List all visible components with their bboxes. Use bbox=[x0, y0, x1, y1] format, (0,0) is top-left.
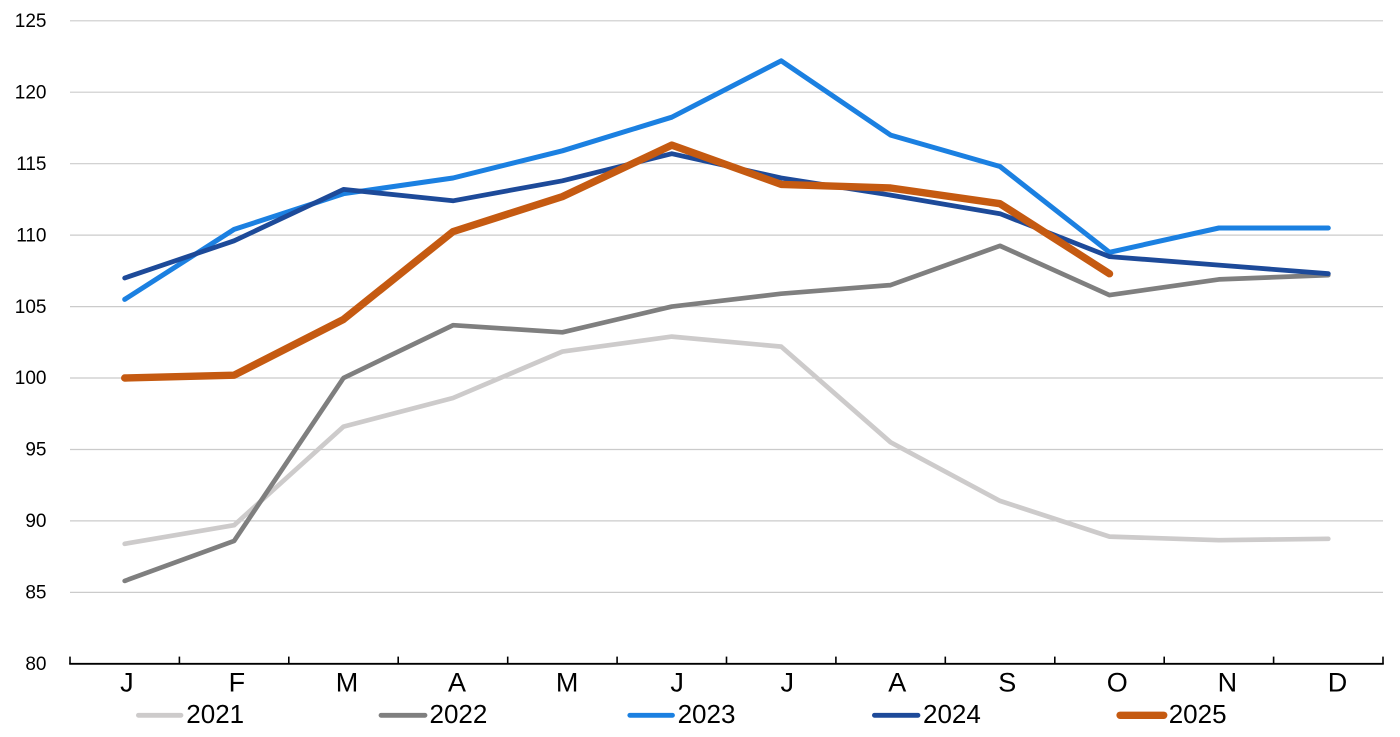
svg-text:A: A bbox=[448, 667, 466, 697]
svg-text:A: A bbox=[888, 667, 906, 697]
svg-text:N: N bbox=[1218, 667, 1238, 697]
svg-text:125: 125 bbox=[15, 11, 47, 32]
svg-text:2023: 2023 bbox=[678, 699, 736, 729]
svg-text:120: 120 bbox=[15, 82, 47, 103]
svg-text:95: 95 bbox=[25, 440, 46, 461]
svg-text:2024: 2024 bbox=[923, 699, 981, 729]
svg-text:M: M bbox=[556, 667, 579, 697]
svg-text:90: 90 bbox=[25, 511, 46, 532]
svg-text:85: 85 bbox=[25, 583, 46, 604]
svg-text:J: J bbox=[120, 667, 134, 697]
svg-text:S: S bbox=[998, 667, 1016, 697]
svg-text:J: J bbox=[780, 667, 794, 697]
svg-text:110: 110 bbox=[16, 225, 46, 246]
svg-text:D: D bbox=[1328, 667, 1348, 697]
svg-text:2025: 2025 bbox=[1169, 699, 1227, 729]
svg-text:2021: 2021 bbox=[186, 699, 244, 729]
svg-text:105: 105 bbox=[15, 297, 47, 318]
svg-text:O: O bbox=[1107, 667, 1128, 697]
svg-text:80: 80 bbox=[25, 654, 46, 675]
svg-text:115: 115 bbox=[16, 154, 46, 175]
svg-text:J: J bbox=[670, 667, 684, 697]
svg-text:100: 100 bbox=[15, 368, 47, 389]
svg-text:F: F bbox=[229, 667, 246, 697]
svg-text:M: M bbox=[336, 667, 359, 697]
svg-text:2022: 2022 bbox=[430, 699, 488, 729]
